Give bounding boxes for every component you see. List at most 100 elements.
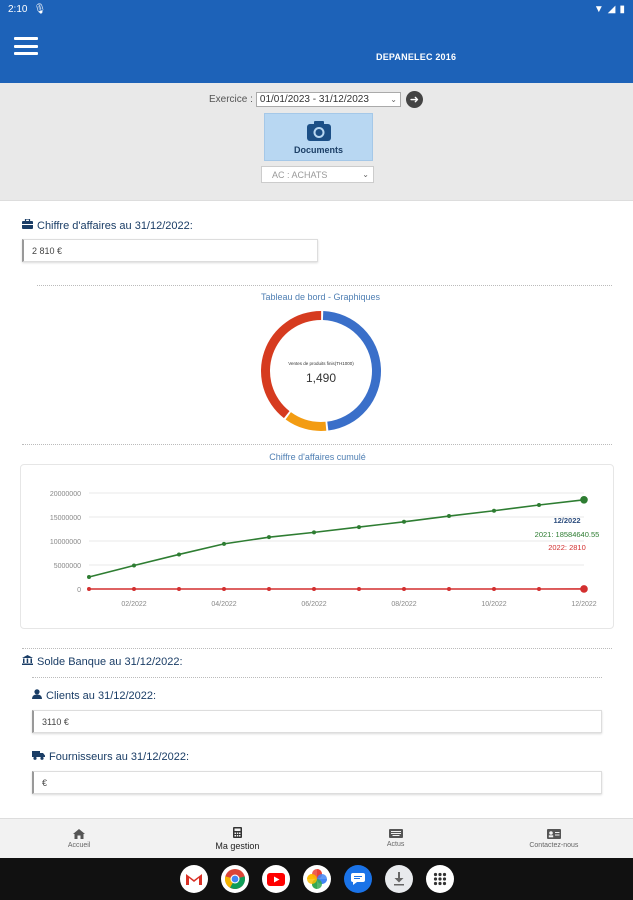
filter-area: Exercice : 01/01/2023 - 31/12/2023 ⌄ ➜ D… <box>0 83 633 200</box>
y-tick-label: 15000000 <box>50 515 81 522</box>
clients-section-title: Clients au 31/12/2022: <box>32 689 156 702</box>
series-point-2022[interactable] <box>267 587 271 591</box>
series-point-2022[interactable] <box>580 585 588 593</box>
apps-icon[interactable] <box>425 865 454 893</box>
wifi-icon: ▼ <box>593 3 604 15</box>
suppliers-title-text: Fournisseurs au 31/12/2022: <box>49 750 190 763</box>
camera-icon <box>306 120 331 141</box>
donut-slice-1[interactable] <box>285 412 327 431</box>
donut-center-value: 1,490 <box>305 371 337 385</box>
chevron-down-icon: ⌄ <box>362 170 369 179</box>
nav-gestion-label: Ma gestion <box>215 840 260 851</box>
series-point-2021[interactable] <box>492 508 496 513</box>
downloads-icon[interactable] <box>384 865 413 893</box>
y-tick-label: 20000000 <box>50 491 81 498</box>
cumul-chart-title: Chiffre d'affaires cumulé <box>269 452 366 462</box>
series-point-2022[interactable] <box>87 587 91 591</box>
line-chart-svg: 0 5000000 10000000 15000000 20000000 02/2022 0… <box>50 491 600 608</box>
photos-icon[interactable] <box>302 865 331 893</box>
exercise-value: 01/01/2023 - 31/12/2023 <box>259 94 369 105</box>
contact-card-icon <box>546 828 561 839</box>
cumul-line-chart: 0 5000000 10000000 15000000 20000000 02/2022 0… <box>20 464 614 629</box>
android-taskbar <box>0 858 633 900</box>
series-point-2022[interactable] <box>312 587 316 591</box>
series-point-2021[interactable] <box>402 519 406 524</box>
series-point-2021[interactable] <box>537 503 541 507</box>
battery-icon: ▮ <box>619 3 625 15</box>
clients-value: 3110 € <box>42 716 69 727</box>
series-point-2022[interactable] <box>177 587 181 591</box>
series-point-2021[interactable] <box>177 552 181 557</box>
x-tick-label: 04/2022 <box>211 601 236 608</box>
ca-value: 2 810 € <box>32 245 63 256</box>
nav-home[interactable]: Accueil <box>0 819 158 858</box>
series-point-2022[interactable] <box>357 587 361 591</box>
donut-center-label: Ventes de produits finis(TH1000) <box>288 361 354 366</box>
series-point-2021[interactable] <box>132 563 136 568</box>
briefcase-icon <box>22 218 33 232</box>
chevron-down-icon: ⌄ <box>390 95 397 104</box>
home-icon <box>73 828 86 839</box>
journal-value: AC : ACHATS <box>272 169 328 180</box>
bank-section-title: Solde Banque au 31/12/2022: <box>22 655 183 668</box>
chrome-icon[interactable] <box>220 865 249 893</box>
exercise-select[interactable]: 01/01/2023 - 31/12/2023 ⌄ <box>255 92 401 107</box>
dashboard-chart-title: Tableau de bord - Graphiques <box>260 292 381 302</box>
donut-chart-svg <box>261 311 381 431</box>
x-tick-label: 10/2022 <box>481 601 506 608</box>
tooltip-line-2021: 2021: 18584640.55 <box>535 530 600 539</box>
bank-title-text: Solde Banque au 31/12/2022: <box>37 655 183 668</box>
exercise-label: Exercice : <box>209 94 253 105</box>
nav-actus[interactable]: Actus <box>317 819 475 858</box>
company-title: DEPANELEC 2016 <box>376 52 457 62</box>
journal-select[interactable]: AC : ACHATS ⌄ <box>261 166 374 183</box>
ca-value-box: 2 810 € <box>22 239 318 262</box>
series-point-2021[interactable] <box>580 495 588 504</box>
donut-slice-0[interactable] <box>322 311 381 431</box>
series-line-2021 <box>88 498 585 578</box>
messages-icon[interactable] <box>343 865 372 893</box>
user-icon <box>32 689 42 702</box>
series-point-2021[interactable] <box>87 575 91 579</box>
series-point-2022[interactable] <box>447 587 451 591</box>
nav-contact[interactable]: Contactez-nous <box>475 819 633 858</box>
series-point-2022[interactable] <box>132 587 136 591</box>
gmail-icon[interactable] <box>179 865 208 893</box>
series-point-2021[interactable] <box>357 525 361 530</box>
series-point-2022[interactable] <box>402 587 406 591</box>
suppliers-value-box: € <box>32 771 602 794</box>
tooltip-title: 12/2022 <box>553 516 580 525</box>
youtube-icon[interactable] <box>261 865 290 893</box>
x-tick-label: 02/2022 <box>121 601 146 608</box>
nav-home-label: Accueil <box>67 841 91 849</box>
documents-button[interactable]: Documents <box>264 113 373 161</box>
x-tick-label: 12/2022 <box>571 601 596 608</box>
divider <box>22 648 612 649</box>
bank-icon <box>22 655 33 668</box>
app-bar: DEPANELEC 2016 <box>0 18 633 83</box>
series-point-2021[interactable] <box>267 535 271 540</box>
menu-icon[interactable] <box>14 37 38 55</box>
nav-actus-label: Actus <box>386 841 405 848</box>
series-point-2022[interactable] <box>537 587 541 591</box>
series-point-2022[interactable] <box>222 587 226 591</box>
series-point-2021[interactable] <box>312 530 316 535</box>
truck-icon <box>32 750 45 763</box>
y-tick-label: 0 <box>77 587 81 594</box>
series-point-2021[interactable] <box>222 541 226 546</box>
donut-slice-2[interactable] <box>261 311 322 419</box>
go-arrow-button[interactable]: ➜ <box>405 91 423 108</box>
exercise-row: Exercice : 01/01/2023 - 31/12/2023 ⌄ ➜ <box>209 91 423 108</box>
x-tick-label: 06/2022 <box>301 601 326 608</box>
series-point-2021[interactable] <box>447 514 451 519</box>
clients-title-text: Clients au 31/12/2022: <box>46 689 157 702</box>
donut-chart: Ventes de produits finis(TH1000) 1,490 <box>259 309 383 433</box>
series-point-2022[interactable] <box>492 587 496 591</box>
keyboard-icon <box>388 829 403 838</box>
nav-gestion[interactable]: Ma gestion <box>158 819 316 858</box>
divider <box>22 444 612 445</box>
y-tick-label: 5000000 <box>54 563 81 570</box>
suppliers-value: € <box>42 777 48 788</box>
bottom-nav: Accueil Ma gestion Actus Contactez-nous <box>0 818 633 858</box>
documents-label: Documents <box>293 144 343 155</box>
